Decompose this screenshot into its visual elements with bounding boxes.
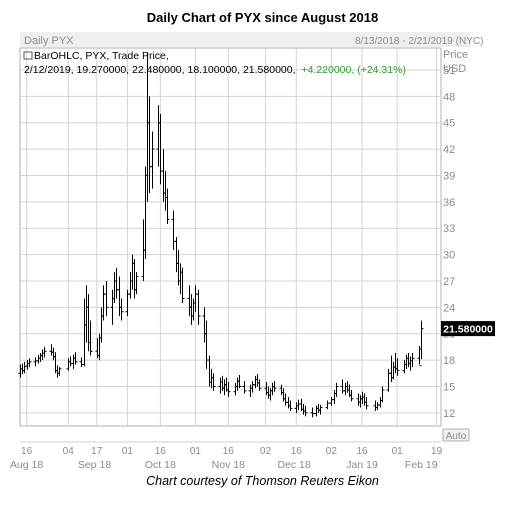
x-tick-label-month: Feb 19 bbox=[405, 459, 438, 471]
y-tick-label: 12 bbox=[443, 408, 455, 420]
chart-name: Daily PYX bbox=[24, 35, 74, 47]
last-price-tag-background bbox=[441, 321, 495, 337]
x-tick-label-month: Aug 18 bbox=[10, 459, 43, 471]
x-tick-label-day: 02 bbox=[260, 446, 272, 457]
auto-button-frame[interactable] bbox=[442, 428, 470, 442]
ohlc-bar bbox=[364, 396, 369, 410]
series-swatch-icon bbox=[23, 51, 33, 60]
y-tick-label: 33 bbox=[443, 223, 455, 235]
ohlc-bar bbox=[196, 289, 201, 325]
ohlc-bar bbox=[272, 381, 277, 392]
x-tick-label-day: 04 bbox=[63, 446, 75, 457]
chart-caption: Chart courtesy of Thomson Reuters Eikon bbox=[146, 474, 379, 488]
y-tick-label: 30 bbox=[443, 250, 455, 262]
ohlc-bar bbox=[119, 298, 124, 321]
ohlc-bar bbox=[395, 358, 400, 376]
x-tick-label-day: 19 bbox=[431, 446, 443, 457]
x-tick-label-month: Sep 18 bbox=[78, 459, 111, 471]
ohlc-bar bbox=[318, 404, 323, 415]
y-axis-tick-labels: 1215182124273033363942454851 bbox=[443, 65, 455, 420]
x-tick-label-day: 01 bbox=[392, 446, 404, 457]
x-tick-label-day: 16 bbox=[21, 446, 33, 457]
y-tick-label: 36 bbox=[443, 197, 455, 209]
x-axis-day-labels: 16 04 17 01 16 01 16 02 16 02 16 01 19 bbox=[21, 446, 443, 457]
y-tick-label: 24 bbox=[443, 302, 455, 314]
x-tick-label-day: 02 bbox=[326, 446, 338, 457]
ohlc-bar bbox=[104, 280, 109, 317]
ohlc-bar bbox=[380, 386, 385, 403]
ohlc-bar bbox=[242, 381, 247, 394]
ohlc-bar bbox=[410, 353, 415, 368]
y-tick-label: 51 bbox=[443, 65, 455, 77]
last-price-tag-text: 21.580000 bbox=[443, 324, 493, 336]
ohlc-bars bbox=[18, 52, 424, 418]
legend-ohlc-values: 2/12/2019, 19.270000, 22.480000, 18.1000… bbox=[24, 64, 296, 76]
ohlc-bar bbox=[226, 382, 231, 397]
price-axis-label: Price bbox=[443, 49, 468, 61]
ohlc-bar bbox=[310, 407, 315, 418]
currency-label: USD bbox=[443, 63, 466, 75]
ohlc-bar bbox=[42, 346, 47, 358]
legend: BarOHLC, PYX, Trade Price, 2/12/2019, 19… bbox=[23, 50, 406, 76]
x-tick-label-day: 16 bbox=[155, 446, 167, 457]
ohlc-bar bbox=[150, 131, 155, 189]
date-range-text: 8/13/2018 - 2/21/2019 (NYC) bbox=[355, 36, 483, 47]
legend-change: +4.220000, (+24.31%) bbox=[301, 64, 406, 76]
last-price-tag: 21.580000 bbox=[441, 321, 495, 337]
x-tick-label-day: 16 bbox=[223, 446, 235, 457]
ohlc-bar bbox=[257, 379, 262, 391]
ohlc-chart: Daily PYX 8/13/2018 - 2/21/2019 (NYC) Pr… bbox=[10, 32, 495, 471]
ohlc-bar bbox=[349, 389, 354, 402]
x-tick-label-month: Nov 18 bbox=[212, 459, 245, 471]
y-tick-label: 48 bbox=[443, 91, 455, 103]
ohlc-bar bbox=[165, 188, 170, 224]
page-title: Daily Chart of PYX since August 2018 bbox=[146, 10, 379, 25]
ohlc-bar bbox=[288, 400, 293, 412]
grid-lines bbox=[20, 48, 441, 426]
legend-ohlc-row: 2/12/2019, 19.270000, 22.480000, 18.1000… bbox=[24, 64, 406, 76]
ohlc-bar bbox=[419, 320, 424, 360]
x-tick-label-month: Dec 18 bbox=[277, 459, 310, 471]
y-tick-label: 45 bbox=[443, 118, 455, 130]
y-tick-label: 15 bbox=[443, 381, 455, 393]
x-tick-label-day: 17 bbox=[91, 446, 103, 457]
x-axis-month-labels: Aug 18 Sep 18 Oct 18 Nov 18 Dec 18 Jan 19 Feb … bbox=[10, 459, 438, 471]
ohlc-bar bbox=[237, 375, 242, 389]
ohlc-bar bbox=[27, 358, 32, 368]
ohlc-bar bbox=[57, 367, 62, 376]
auto-scale-button[interactable]: Auto bbox=[442, 428, 470, 442]
ohlc-bar bbox=[180, 267, 185, 303]
x-tick-label-day: 01 bbox=[190, 446, 202, 457]
plot-area[interactable] bbox=[19, 47, 442, 427]
x-tick-label-day: 01 bbox=[122, 446, 134, 457]
auto-button-label[interactable]: Auto bbox=[446, 431, 467, 442]
ohlc-bar bbox=[73, 352, 78, 365]
x-tick-label-month: Oct 18 bbox=[145, 459, 176, 471]
chart-frame: Daily PYX 8/13/2018 - 2/21/2019 (NYC) Pr… bbox=[0, 30, 525, 475]
ohlc-bar bbox=[88, 320, 93, 356]
y-tick-label: 27 bbox=[443, 276, 455, 288]
legend-series-line: BarOHLC, PYX, Trade Price, bbox=[34, 50, 169, 62]
y-tick-label: 39 bbox=[443, 170, 455, 182]
x-tick-label-day: 16 bbox=[357, 446, 369, 457]
ohlc-bar bbox=[211, 373, 216, 391]
y-tick-label: 42 bbox=[443, 144, 455, 156]
ohlc-bar bbox=[303, 405, 308, 417]
ohlc-bar bbox=[334, 382, 339, 397]
x-tick-label-month: Jan 19 bbox=[346, 459, 378, 471]
y-tick-label: 18 bbox=[443, 355, 455, 367]
ohlc-bar bbox=[325, 400, 330, 410]
chart-header-bar bbox=[20, 32, 471, 47]
ohlc-bar bbox=[134, 272, 139, 295]
x-tick-label-day: 16 bbox=[291, 446, 303, 457]
